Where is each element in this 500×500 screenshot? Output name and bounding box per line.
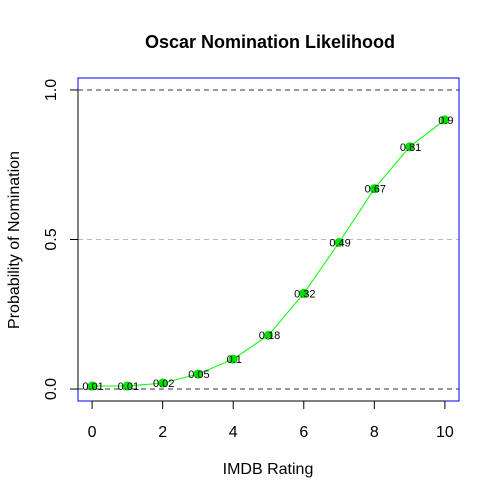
reference-lines [78,89,459,390]
y-tick-label-0: 0.0 [43,378,60,400]
data-label-5: 0.18 [259,330,280,342]
data-point-4 [228,354,238,364]
data-point-8 [369,184,379,194]
data-labels: 0.01 0.01 0.02 0.05 0.1 0.18 0.32 0.49 0.67 0.81 0… [82,115,453,393]
data-label-1: 0.01 [118,381,139,393]
y-axis: 0.0 0.5 1.0 [43,79,79,400]
data-point-1 [122,381,132,391]
series-line [92,119,446,387]
y-axis-label: Probability of Nomination [6,151,23,329]
x-axis-label: IMDB Rating [223,461,314,478]
x-tick-label-1: 2 [158,424,167,441]
data-point-7 [334,237,344,247]
y-tick-label-1: 0.5 [43,228,60,250]
x-tick-label-4: 8 [370,424,379,441]
data-label-3: 0.05 [188,369,209,381]
data-label-8: 0.67 [365,184,386,196]
data-label-4: 0.1 [227,354,242,366]
data-label-10: 0.9 [438,115,453,127]
data-point-3 [193,369,203,379]
data-points [87,115,450,391]
data-point-10 [440,115,450,125]
x-axis: 0 2 4 6 8 10 [88,400,454,441]
x-tick-label-2: 4 [229,424,238,441]
data-label-9: 0.81 [400,142,421,154]
data-label-7: 0.49 [329,237,350,249]
data-point-9 [405,142,415,152]
x-tick-label-0: 0 [88,424,97,441]
data-label-2: 0.02 [153,378,174,390]
chart-title: Oscar Nomination Likelihood [145,32,395,52]
data-point-6 [299,288,309,298]
data-label-0: 0.01 [82,381,103,393]
x-tick-label-3: 6 [299,424,308,441]
x-tick-label-5: 10 [436,424,454,441]
data-point-5 [264,330,273,340]
data-label-6: 0.32 [294,288,315,300]
data-point-2 [158,378,168,388]
y-tick-label-2: 1.0 [43,79,60,101]
series-line-group [92,119,446,387]
data-point-0 [87,381,97,391]
